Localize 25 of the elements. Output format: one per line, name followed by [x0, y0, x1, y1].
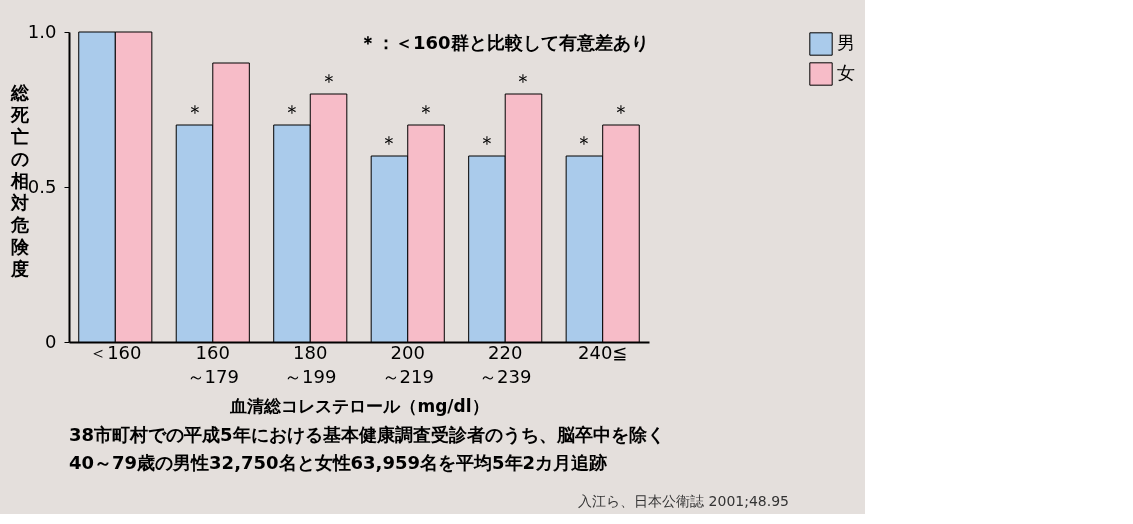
- x-tick-label: 200 ～219: [381, 341, 434, 387]
- data-label: ＊: [476, 131, 497, 155]
- x-axis-title: 血清総コレステロール（mg/dl）: [229, 395, 489, 416]
- data-label: ＊: [184, 100, 205, 124]
- data-label: ＊: [574, 131, 595, 155]
- x-tick-label: 160 ～179: [186, 341, 239, 387]
- data-label: ＊: [513, 69, 534, 93]
- data-label: ＊: [318, 69, 339, 93]
- annotation: ＊：＜160群と比較して有意差あり: [359, 32, 649, 53]
- y-tick-label: 0.5: [27, 175, 57, 197]
- legend-label: 男: [837, 32, 855, 53]
- text: 総死亡の相対危険度: [10, 81, 29, 279]
- y-tick-label: 1.0: [27, 20, 57, 42]
- data-label: ＊: [416, 100, 437, 124]
- data-label: ＊: [379, 131, 400, 155]
- text: 入江ら、日本公衛誌 2001;48.95: [578, 493, 789, 509]
- legend-label: 女: [837, 62, 855, 83]
- text: 38市町村での平成5年における基本健康調査受診者のうち、脳卒中を除く 40～79歳の男性32,750名と女性63,959名を平均5年2カ月追跡: [69, 424, 665, 473]
- x-tick-label: ＜160: [89, 341, 142, 363]
- x-tick-label: 180 ～199: [284, 341, 337, 387]
- x-tick-label: 220 ～239: [479, 341, 532, 387]
- data-label: ＊: [610, 100, 631, 124]
- data-label: ＊: [281, 100, 302, 124]
- y-tick-label: 0: [45, 330, 57, 352]
- x-tick-label: 240≦: [577, 341, 628, 363]
